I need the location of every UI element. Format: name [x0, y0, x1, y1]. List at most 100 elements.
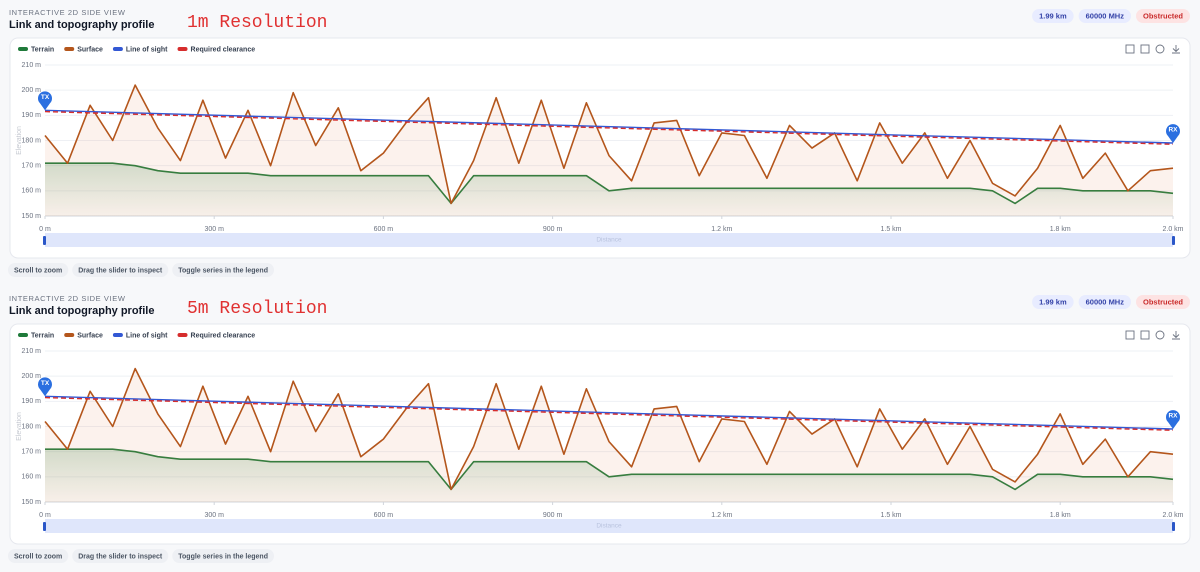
x-tick-label: 2.0 km [1162, 512, 1183, 519]
series-line [44, 395, 1174, 430]
toolbar-icon[interactable] [1155, 44, 1165, 54]
badge-label: 60000 MHz [1086, 11, 1125, 20]
x-tick-label: 1.2 km [711, 226, 732, 233]
panel-title: Link and topography profile [9, 19, 154, 31]
endpoint-pin [38, 91, 53, 111]
x-tick-label: 300 m [204, 226, 224, 233]
slider-handle[interactable] [1172, 236, 1175, 245]
slider-label: Distance [596, 237, 622, 244]
hint-pill [172, 263, 274, 277]
y-tick-label: 160 m [22, 474, 42, 481]
endpoint-pin [38, 377, 53, 397]
y-tick-label: 150 m [22, 213, 42, 220]
badge-label: Obstructed [1143, 11, 1183, 20]
hint: Toggle series in the legend [178, 267, 268, 274]
y-tick-label: 210 m [22, 348, 42, 355]
chart-panel: INTERACTIVE 2D SIDE VIEW Link and topogra… [8, 8, 1191, 277]
toolbar-icon[interactable] [1172, 331, 1180, 340]
y-tick-label: 190 m [22, 112, 42, 119]
endpoint-label: TX [41, 94, 50, 101]
badge [1135, 295, 1190, 309]
legend-label: Surface [77, 46, 103, 53]
x-tick-label: 1.5 km [880, 226, 901, 233]
x-tick-label: 900 m [543, 512, 563, 519]
x-tick-label: 1.5 km [880, 512, 901, 519]
x-tick-label: 1.2 km [711, 512, 732, 519]
legend-swatch [112, 333, 123, 337]
x-tick-label: 2.0 km [1162, 226, 1183, 233]
series-line [44, 109, 1174, 144]
hint: Scroll to zoom [14, 267, 62, 274]
x-tick-label: 1.8 km [1050, 226, 1071, 233]
toolbar-icon[interactable] [1155, 330, 1165, 340]
legend-label: Surface [77, 332, 103, 339]
zoom-slider[interactable] [45, 519, 1173, 533]
legend-swatch [18, 333, 28, 337]
slider-handle[interactable] [1172, 522, 1175, 531]
hint: Drag the slider to inspect [78, 267, 163, 274]
toolbar-icon[interactable] [1172, 45, 1180, 54]
slider-handle[interactable] [43, 522, 46, 531]
series-line [44, 396, 1174, 431]
endpoint-pin [1166, 410, 1180, 430]
legend-swatch [112, 47, 123, 51]
badge-label: Obstructed [1143, 297, 1183, 306]
hint-pill [8, 549, 69, 563]
series-line [44, 84, 1174, 205]
badge-label: 1.99 km [1039, 11, 1067, 20]
toolbar-icon[interactable] [1125, 44, 1135, 54]
legend-label: Line of sight [126, 46, 168, 53]
hint: Toggle series in the legend [178, 553, 268, 560]
badge [1032, 295, 1074, 309]
x-tick-label: 600 m [374, 512, 394, 519]
hint-pill [172, 549, 274, 563]
legend-label: Required clearance [191, 46, 256, 53]
y-axis-label: Elevation [16, 412, 23, 441]
toolbar-icon[interactable] [1140, 330, 1150, 340]
y-axis-label: Elevation [16, 126, 23, 155]
toolbar-icon[interactable] [1125, 330, 1135, 340]
slider-label: Distance [596, 523, 622, 530]
annotation: 5m Resolution [187, 299, 327, 319]
hint: Drag the slider to inspect [78, 553, 163, 560]
legend-label: Required clearance [191, 332, 256, 339]
legend-swatch [64, 47, 75, 51]
y-tick-label: 200 m [22, 373, 42, 380]
series-line [45, 448, 1174, 491]
x-tick-label: 900 m [543, 226, 563, 233]
endpoint-label: RX [1168, 127, 1178, 134]
series-line [44, 367, 1174, 491]
y-tick-label: 180 m [22, 423, 42, 430]
legend-label: Terrain [31, 332, 54, 339]
legend-swatch [64, 333, 75, 337]
y-tick-label: 190 m [22, 398, 42, 405]
endpoint-label: RX [1168, 413, 1178, 420]
hint-pill [72, 263, 169, 277]
x-tick-label: 300 m [204, 512, 224, 519]
legend-label: Line of sight [126, 332, 168, 339]
badge [1032, 9, 1074, 23]
y-tick-label: 150 m [22, 499, 42, 506]
endpoint-pin [1166, 124, 1180, 144]
y-tick-label: 160 m [22, 188, 42, 195]
hint-pill [72, 549, 169, 563]
hint: Scroll to zoom [14, 553, 62, 560]
series-line [44, 110, 1174, 145]
x-tick-label: 600 m [374, 226, 394, 233]
panel-title: Link and topography profile [9, 305, 154, 317]
y-tick-label: 210 m [22, 62, 42, 69]
badge [1078, 295, 1131, 309]
y-tick-label: 170 m [22, 163, 42, 170]
eyebrow: INTERACTIVE 2D SIDE VIEW [9, 294, 126, 303]
slider-handle[interactable] [43, 236, 46, 245]
legend-label: Terrain [31, 46, 54, 53]
eyebrow: INTERACTIVE 2D SIDE VIEW [9, 8, 126, 17]
endpoint-label: TX [41, 380, 50, 387]
x-tick-label: 1.8 km [1050, 512, 1071, 519]
series-line [45, 162, 1174, 205]
toolbar-icon[interactable] [1140, 44, 1150, 54]
badge [1135, 9, 1190, 23]
zoom-slider[interactable] [45, 233, 1173, 247]
